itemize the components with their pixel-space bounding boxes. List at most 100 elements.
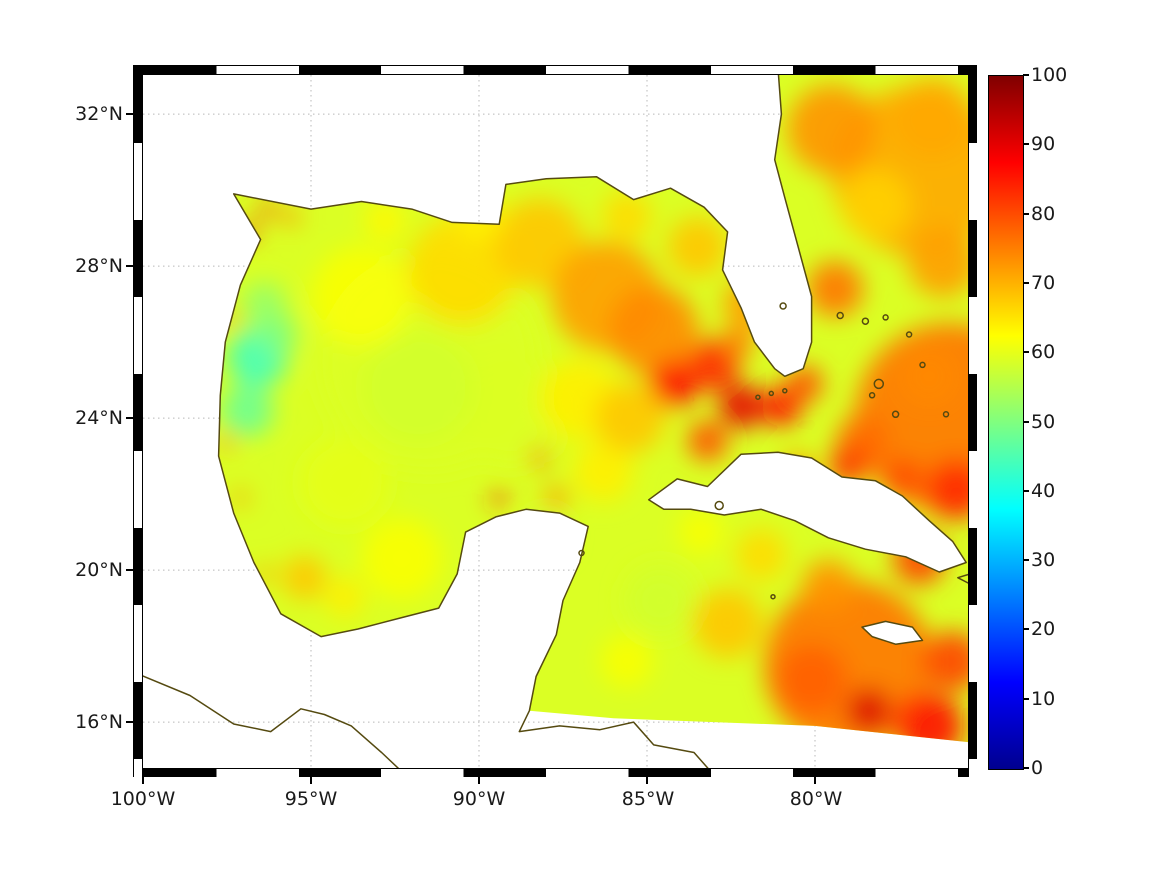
colorbar-tick-label: 80 <box>1031 203 1056 225</box>
y-tick-label: 20°N <box>75 559 123 581</box>
heat-blob <box>922 631 968 692</box>
plot-border <box>142 74 969 769</box>
islet-speck <box>891 410 900 419</box>
tick-mark <box>126 265 133 268</box>
colorbar-tick-label: 90 <box>1031 133 1056 155</box>
tick-mark <box>1023 74 1029 76</box>
heat-blob <box>363 332 474 443</box>
heat-blob <box>457 355 568 466</box>
islet-speck <box>861 317 870 325</box>
heat-blob <box>678 510 723 555</box>
heat-blob <box>625 565 696 636</box>
tick-mark <box>126 417 133 420</box>
colorbar-tick-label: 0 <box>1031 757 1044 779</box>
tick-mark <box>126 569 133 572</box>
coastlines <box>143 75 968 768</box>
heat-blob <box>573 441 634 502</box>
tick-mark <box>1023 490 1029 492</box>
island-cuba <box>647 451 967 573</box>
heat-blob <box>776 645 847 716</box>
heat-blob <box>667 217 728 278</box>
heat-blob <box>807 260 864 317</box>
y-tick-label: 24°N <box>75 407 123 429</box>
x-tick-label: 80°W <box>789 788 843 810</box>
heat-blob <box>721 326 754 359</box>
tick-mark <box>1023 767 1029 769</box>
heat-blob <box>692 588 763 659</box>
x-tick-label: 95°W <box>284 788 338 810</box>
coastline-haiti_tip <box>957 573 968 584</box>
colorbar-tick-label: 30 <box>1031 549 1056 571</box>
islet-speck <box>919 361 926 369</box>
heat-blob <box>687 420 728 461</box>
map-canvas <box>143 75 968 768</box>
tick-mark <box>1023 421 1029 423</box>
coastline-pacific <box>143 675 400 768</box>
island-jamaica <box>861 620 924 645</box>
heat-blob <box>761 386 802 427</box>
heat-blob <box>608 285 699 376</box>
heat-blob <box>600 635 653 688</box>
colorbar-tick-label: 70 <box>1031 272 1056 294</box>
y-tick-label: 28°N <box>75 255 123 277</box>
heat-blob <box>361 518 442 599</box>
y-tick-label: 32°N <box>75 103 123 125</box>
heat-blob <box>649 359 698 408</box>
heat-blob <box>221 384 274 437</box>
heat-blob <box>882 458 923 499</box>
heat-blob <box>802 559 855 612</box>
heat-blob <box>735 528 788 581</box>
colorbar-tick-label: 20 <box>1031 618 1056 640</box>
x-tick-label: 90°W <box>452 788 506 810</box>
heat-blob <box>544 485 569 510</box>
tick-mark <box>126 721 133 724</box>
heat-blob <box>907 227 968 298</box>
y-tick-label: 16°N <box>75 711 123 733</box>
islet-speck <box>882 314 889 321</box>
heat-blob <box>595 383 666 454</box>
field-blobs <box>219 77 968 743</box>
colorbar <box>988 75 1024 770</box>
heat-blob <box>364 200 405 241</box>
islet-speck <box>868 392 876 399</box>
heat-blob <box>786 84 877 175</box>
heat-blob <box>257 314 298 355</box>
heat-blob <box>259 201 276 218</box>
colorbar-tick-label: 100 <box>1031 64 1068 86</box>
tick-mark <box>1023 628 1029 630</box>
tick-mark <box>126 113 133 116</box>
heat-blob <box>892 77 968 158</box>
heat-blob <box>899 346 960 407</box>
tick-mark <box>1023 351 1029 353</box>
heat-blob <box>324 576 365 617</box>
islet-speck <box>836 311 844 320</box>
heatmap-field <box>218 75 968 743</box>
islet-speck <box>578 549 585 557</box>
heat-blob <box>786 365 823 402</box>
heat-blob <box>311 246 412 347</box>
colorbar-tick-label: 50 <box>1031 411 1056 433</box>
islet-speck <box>782 388 788 394</box>
islet-speck <box>779 302 787 310</box>
tick-mark <box>814 777 816 784</box>
heat-blob <box>407 214 518 325</box>
heat-blob <box>601 191 652 242</box>
tick-mark <box>142 777 144 784</box>
heat-blob <box>840 170 911 241</box>
islet-speck <box>714 500 724 511</box>
tick-mark <box>310 777 312 784</box>
colorbar-tick-label: 40 <box>1031 480 1056 502</box>
colorbar-tick-label: 60 <box>1031 341 1056 363</box>
colorbar-tick-label: 10 <box>1031 688 1056 710</box>
heat-blob <box>232 489 249 506</box>
tick-mark <box>1023 143 1029 145</box>
heat-blob <box>282 555 327 600</box>
tick-mark <box>1023 559 1029 561</box>
heat-blob <box>530 449 549 467</box>
tick-mark <box>478 777 480 784</box>
islet-speck <box>905 331 913 338</box>
x-tick-label: 85°W <box>621 788 675 810</box>
islet-speck <box>942 411 950 418</box>
x-tick-label: 100°W <box>110 788 176 810</box>
